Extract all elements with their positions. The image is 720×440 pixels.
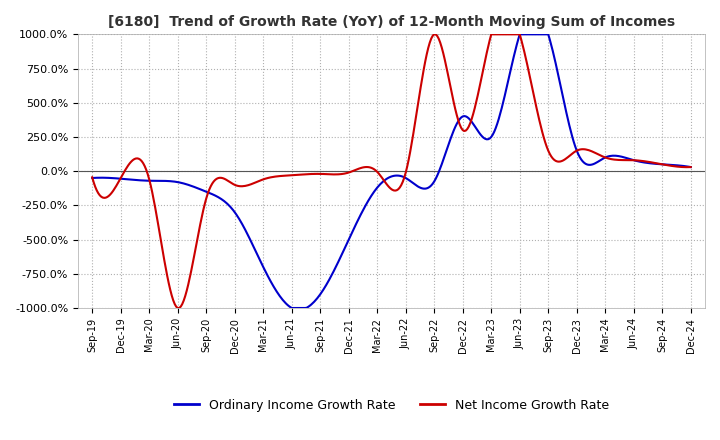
Legend: Ordinary Income Growth Rate, Net Income Growth Rate: Ordinary Income Growth Rate, Net Income … <box>168 394 614 417</box>
Title: [6180]  Trend of Growth Rate (YoY) of 12-Month Moving Sum of Incomes: [6180] Trend of Growth Rate (YoY) of 12-… <box>108 15 675 29</box>
